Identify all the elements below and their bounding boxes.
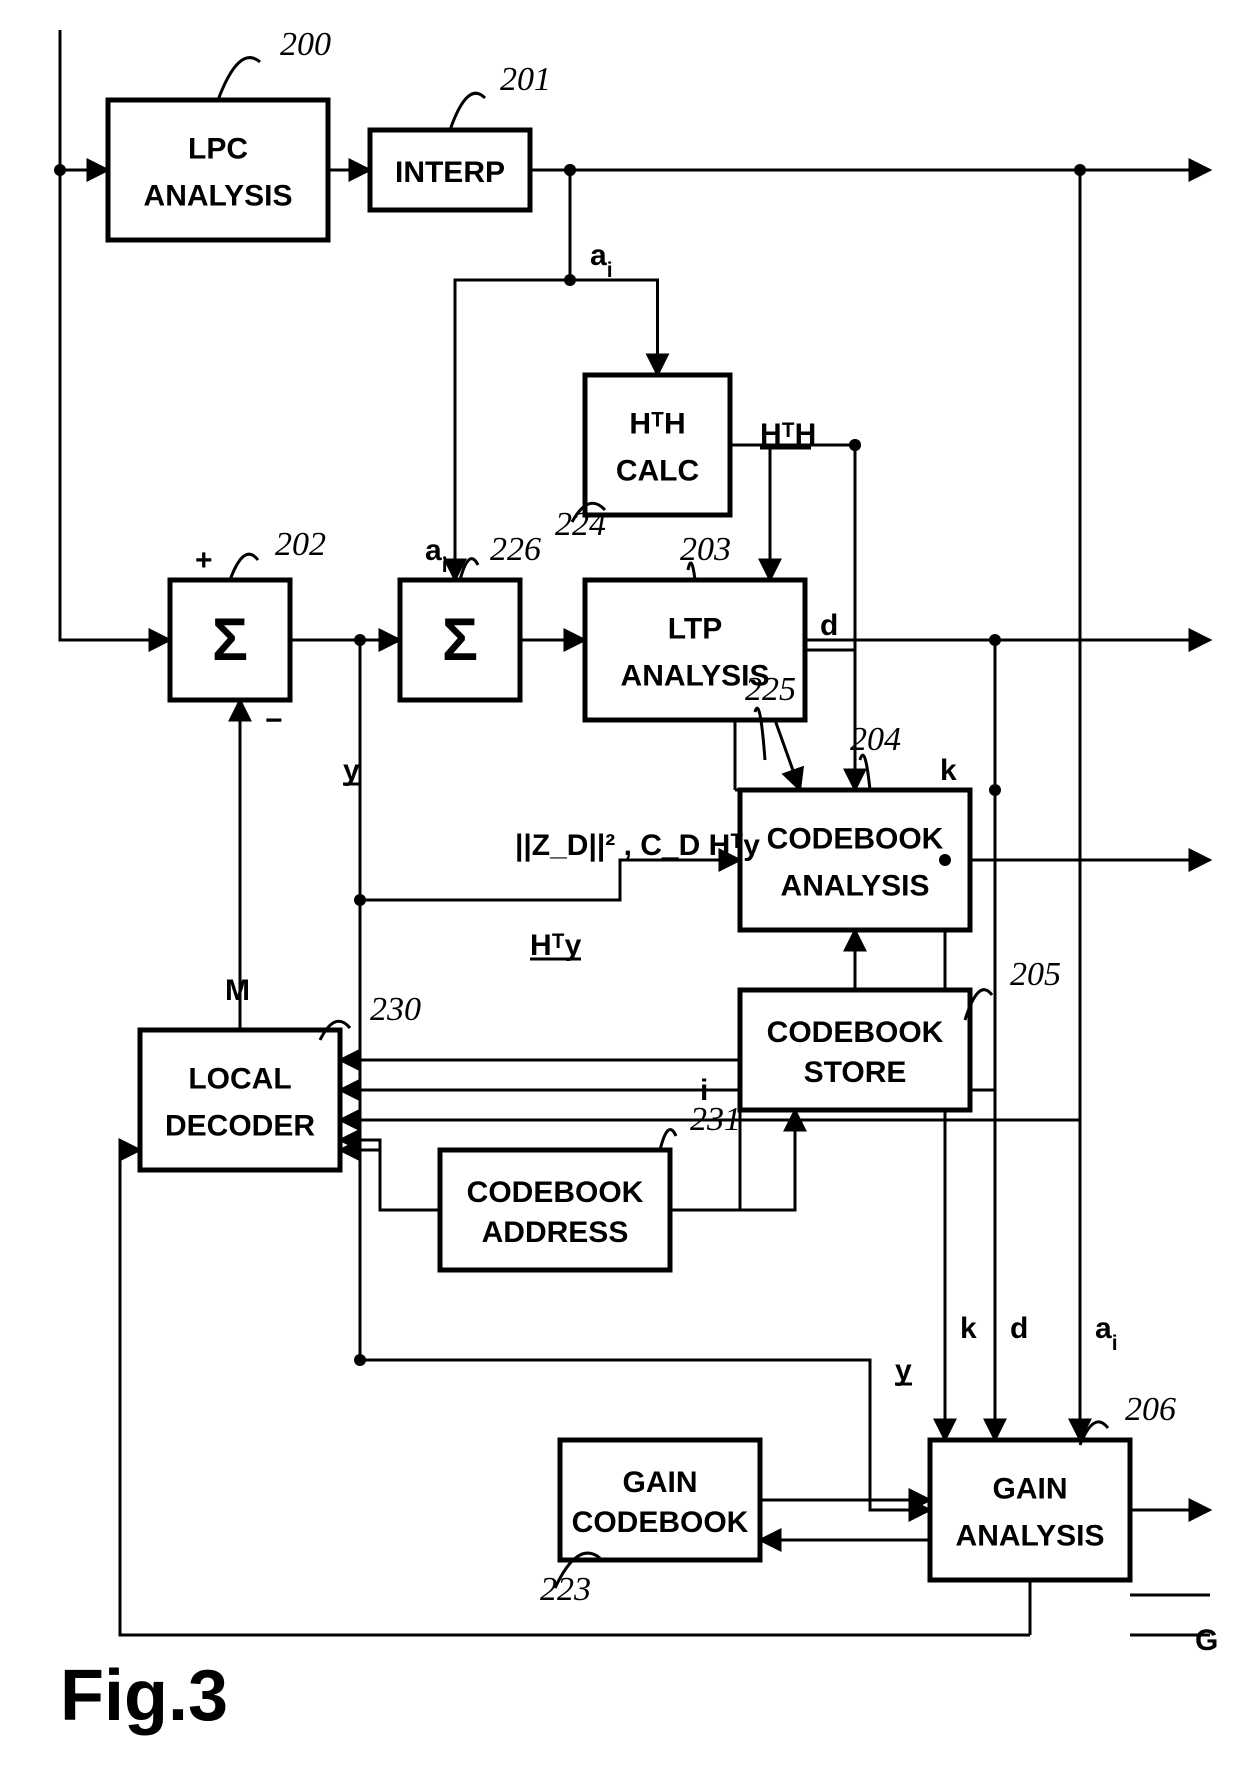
ref-leader [218, 58, 260, 100]
ref-number: 223 [540, 1571, 591, 1608]
ltp-label: LTP [668, 613, 722, 646]
ref-number: 203 [680, 531, 731, 568]
junction-dot [1074, 164, 1086, 176]
junction-dot [939, 854, 951, 866]
localdec-label: LOCAL [188, 1063, 291, 1096]
junction-dot [849, 439, 861, 451]
sub202-label: Σ [212, 606, 248, 673]
ref-number: 231 [690, 1101, 741, 1138]
hth-label: HᵀH [629, 408, 685, 441]
cbstore-block [740, 990, 970, 1110]
gainana-label: GAIN [993, 1473, 1068, 1506]
ref-number: 225 [745, 671, 796, 708]
ref-number: 200 [280, 26, 331, 63]
signal-label: − [265, 704, 283, 737]
cbana-label: ANALYSIS [781, 869, 930, 902]
junction-dot [989, 634, 1001, 646]
signal-label: ai [590, 239, 613, 282]
localdec-block [140, 1030, 340, 1170]
lpc-label: LPC [188, 133, 248, 166]
cbstore-label: STORE [804, 1056, 907, 1089]
junction-dot [354, 1354, 366, 1366]
cbana-block [740, 790, 970, 930]
signal-label: d [1010, 1312, 1028, 1345]
interp-label: INTERP [395, 156, 505, 189]
signal-label: + [195, 544, 213, 577]
cbana-label: CODEBOOK [767, 823, 944, 856]
signal-label: y [343, 754, 360, 787]
cbstore-label: CODEBOOK [767, 1016, 944, 1049]
junction-dot [54, 164, 66, 176]
gainana-label: ANALYSIS [956, 1519, 1105, 1552]
signal-label: HᵀH [760, 418, 816, 451]
ref-number: 205 [1010, 956, 1061, 993]
ref-leader [660, 1130, 676, 1150]
junction-dot [354, 894, 366, 906]
junction-dot [989, 784, 1001, 796]
signal-label: ai [425, 534, 448, 577]
ref-number: 230 [370, 991, 421, 1028]
junction-dot [564, 274, 576, 286]
signal-label: d [820, 609, 838, 642]
ref-number: 204 [850, 721, 901, 758]
signal-label: y [895, 1354, 912, 1387]
signal-label: ||Z_D||² , C_D Hᵀy [515, 829, 760, 862]
wire [360, 860, 740, 900]
signal-label: ai [1095, 1312, 1118, 1355]
wire [570, 280, 658, 375]
signal-label: k [940, 754, 957, 787]
hth-block [585, 375, 730, 515]
lpc-block [108, 100, 328, 240]
ref-number: 201 [500, 61, 551, 98]
ref-number: 202 [275, 526, 326, 563]
cbaddr-block [440, 1150, 670, 1270]
ref-leader [460, 559, 478, 580]
hth-label: CALC [616, 454, 699, 487]
lpc-label: ANALYSIS [144, 179, 293, 212]
ref-number: 206 [1125, 1391, 1176, 1428]
ref-number: 224 [555, 506, 606, 543]
signal-label: Hᵀy [530, 929, 582, 962]
signal-label: M [225, 974, 250, 1007]
gainana-block [930, 1440, 1130, 1580]
signal-label: G [1195, 1624, 1218, 1657]
localdec-label: DECODER [165, 1109, 315, 1142]
gaincb-label: CODEBOOK [572, 1506, 749, 1539]
figure-label: Fig.3 [60, 1656, 228, 1736]
junction-dot [354, 634, 366, 646]
wire [770, 445, 855, 580]
ref-leader [230, 554, 258, 580]
cbaddr-label: CODEBOOK [467, 1176, 644, 1209]
sum226-label: Σ [442, 606, 478, 673]
ref-number: 226 [490, 531, 541, 568]
ref-leader [450, 93, 485, 130]
ref-leader [860, 755, 870, 790]
cbaddr-label: ADDRESS [482, 1216, 629, 1249]
gaincb-block [560, 1440, 760, 1560]
signal-label: k [960, 1312, 977, 1345]
junction-dot [564, 164, 576, 176]
gaincb-label: GAIN [623, 1466, 698, 1499]
